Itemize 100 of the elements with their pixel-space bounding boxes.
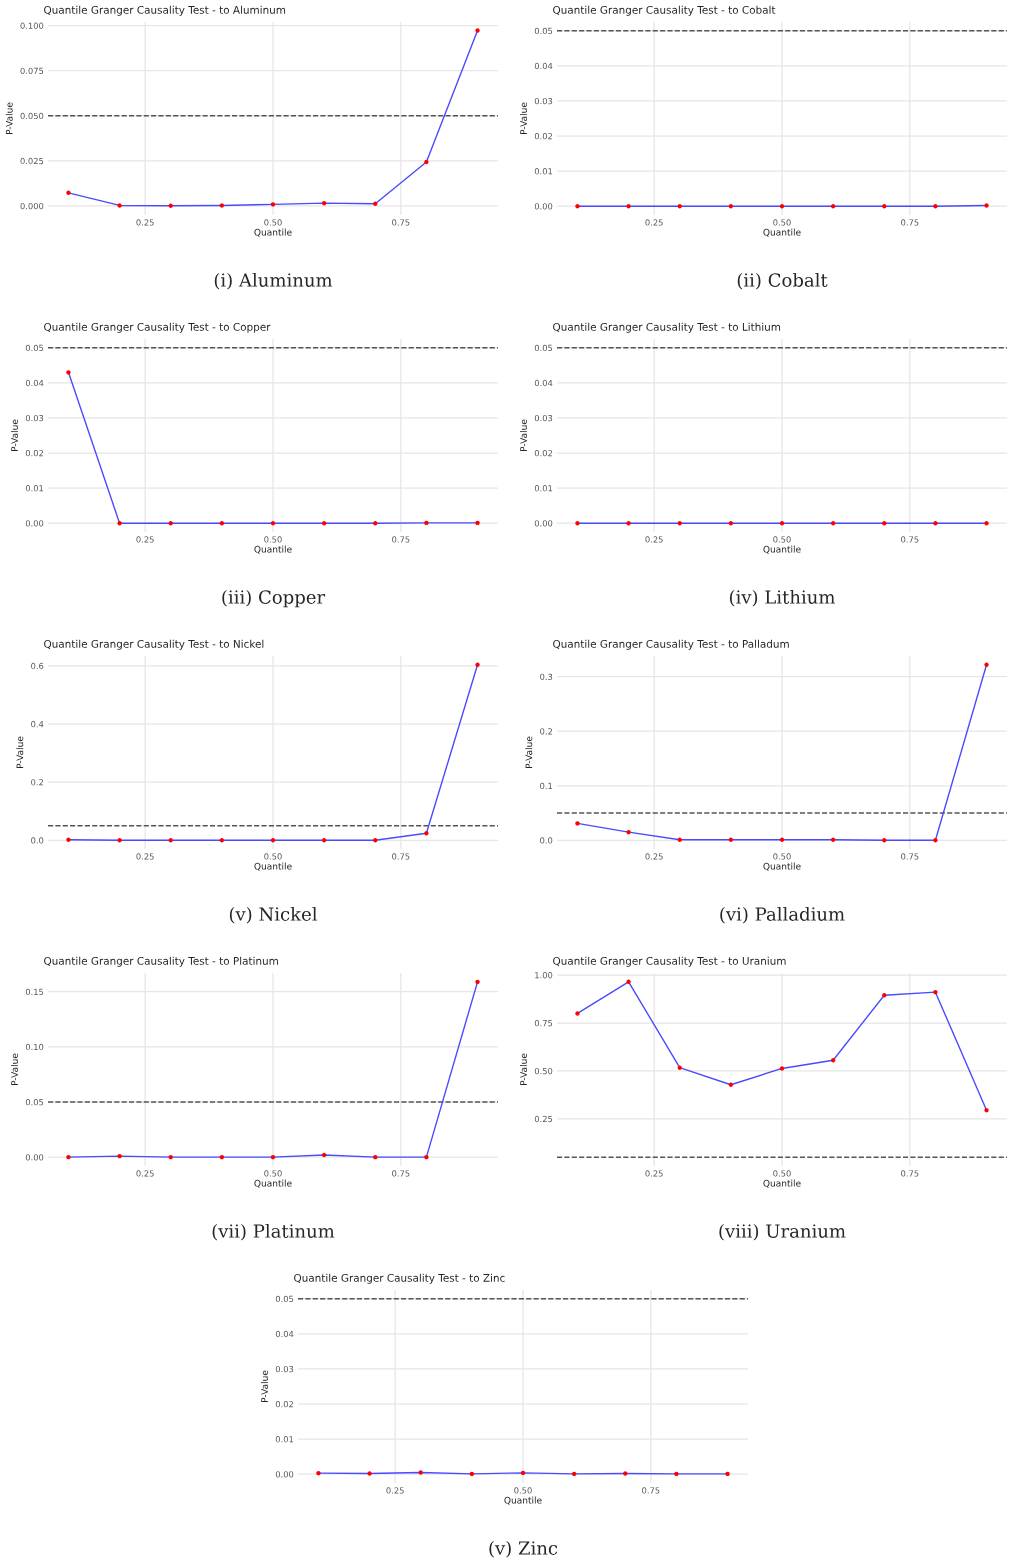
y-tick-label: 0.2 xyxy=(31,779,43,786)
y-tick-label: 0.00 xyxy=(534,520,553,527)
x-tick-label: 0.25 xyxy=(136,219,154,226)
y-tick-label: 0.25 xyxy=(534,1115,553,1123)
chart-title: Quantile Granger Causality Test - to Lithium xyxy=(553,322,781,333)
point xyxy=(66,370,71,375)
point xyxy=(321,838,327,843)
y-axis-title: P-Value xyxy=(519,102,527,134)
y-axis-title: P-Value xyxy=(16,736,24,768)
point xyxy=(321,200,327,206)
point xyxy=(677,1065,682,1070)
text: (ii) Cobalt xyxy=(737,272,828,290)
chart-title: Quantile Granger Causality Test - to Uranium xyxy=(553,956,786,967)
y-tick-label: 0.025 xyxy=(20,157,44,165)
point xyxy=(168,838,173,843)
point xyxy=(424,159,429,165)
point xyxy=(728,1082,734,1087)
point xyxy=(270,202,276,207)
point xyxy=(626,979,631,985)
text: (v) Nickel xyxy=(229,906,318,924)
y-tick-label: 0.0 xyxy=(31,837,44,844)
text: (iv) Lithium xyxy=(729,589,835,607)
x-tick-label: 0.50 xyxy=(264,1170,282,1177)
point xyxy=(575,1011,580,1016)
x-tick-label: 0.50 xyxy=(264,853,282,860)
x-axis-title: Quantile xyxy=(763,228,801,237)
y-axis-title: P-Value xyxy=(519,1053,527,1085)
x-tick-label: 0.25 xyxy=(386,1487,404,1494)
y-axis-title: P-Value xyxy=(260,1370,268,1402)
y-tick-label: 0.04 xyxy=(534,379,553,387)
x-axis-title: Quantile xyxy=(763,545,801,554)
point xyxy=(424,1154,429,1160)
x-tick-label: 0.75 xyxy=(392,219,410,226)
y-tick-label: 0.02 xyxy=(534,133,552,140)
x-tick-label: 0.25 xyxy=(645,536,663,543)
point xyxy=(219,838,225,843)
x-axis-title: Quantile xyxy=(254,862,292,871)
x-tick-label: 0.25 xyxy=(136,1170,154,1177)
point xyxy=(475,520,480,526)
y-tick-label: 1.00 xyxy=(535,972,553,979)
y-tick-label: 0.05 xyxy=(25,1099,44,1106)
point xyxy=(475,979,480,985)
x-tick-label: 0.75 xyxy=(392,536,410,543)
y-tick-label: 0.05 xyxy=(25,344,44,352)
chart-title: Quantile Granger Causality Test - to Cobalt xyxy=(553,5,776,16)
point xyxy=(779,1066,785,1071)
point xyxy=(373,838,378,843)
point xyxy=(270,521,276,526)
x-tick-label: 0.75 xyxy=(642,1487,660,1494)
point xyxy=(575,821,580,826)
chart-title: Quantile Granger Causality Test - to Copper xyxy=(44,322,271,333)
point xyxy=(373,521,378,526)
point xyxy=(219,1154,225,1160)
x-axis-title: Quantile xyxy=(763,1179,801,1188)
chart-title: Quantile Granger Causality Test - to Platinum xyxy=(44,956,278,967)
y-tick-label: 0.02 xyxy=(25,450,43,457)
y-axis-title: P-Value xyxy=(519,419,527,451)
y-axis-title: P-Value xyxy=(10,419,18,451)
x-tick-label: 0.75 xyxy=(901,219,919,226)
point xyxy=(168,1154,173,1160)
x-tick-label: 0.25 xyxy=(645,219,663,226)
point xyxy=(475,662,480,667)
y-tick-label: 0.02 xyxy=(534,450,552,457)
y-tick-label: 0.05 xyxy=(534,27,553,35)
point xyxy=(219,203,225,208)
y-tick-label: 0.03 xyxy=(25,414,44,422)
x-tick-label: 0.25 xyxy=(136,536,154,543)
point xyxy=(321,1152,327,1158)
x-tick-label: 0.75 xyxy=(901,853,919,860)
text: (vi) Palladium xyxy=(720,906,845,924)
y-axis-title: P-Value xyxy=(5,102,13,134)
y-tick-label: 0.02 xyxy=(275,1401,293,1408)
x-tick-label: 0.50 xyxy=(773,853,791,860)
x-axis-title: Quantile xyxy=(254,228,292,237)
x-tick-label: 0.25 xyxy=(645,853,663,860)
y-tick-label: 0.10 xyxy=(25,1043,44,1051)
point xyxy=(168,203,173,208)
x-axis-title: Quantile xyxy=(254,545,292,554)
y-tick-label: 0.00 xyxy=(25,520,44,527)
x-tick-label: 0.25 xyxy=(645,1170,663,1177)
x-tick-label: 0.25 xyxy=(136,853,154,860)
y-tick-label: 0.000 xyxy=(20,202,44,210)
point xyxy=(168,521,173,526)
chart-title: Quantile Granger Causality Test - to Aluminum xyxy=(44,5,286,16)
y-tick-label: 0.75 xyxy=(534,1020,553,1027)
point xyxy=(882,993,887,998)
y-tick-label: 0.05 xyxy=(534,344,553,352)
point xyxy=(882,838,887,843)
y-tick-label: 0.50 xyxy=(534,1067,553,1075)
point xyxy=(270,838,276,843)
text: (viii) Uranium xyxy=(719,1223,846,1241)
y-tick-label: 0.100 xyxy=(20,22,44,29)
line-series xyxy=(576,981,988,1111)
point xyxy=(984,1108,989,1113)
y-tick-label: 0.6 xyxy=(31,662,44,670)
x-axis-title: Quantile xyxy=(504,1496,542,1505)
x-tick-label: 0.75 xyxy=(901,536,919,543)
chart-title: Quantile Granger Causality Test - to Palladum xyxy=(553,639,789,650)
point xyxy=(373,1154,378,1160)
x-tick-label: 0.75 xyxy=(392,1170,410,1177)
